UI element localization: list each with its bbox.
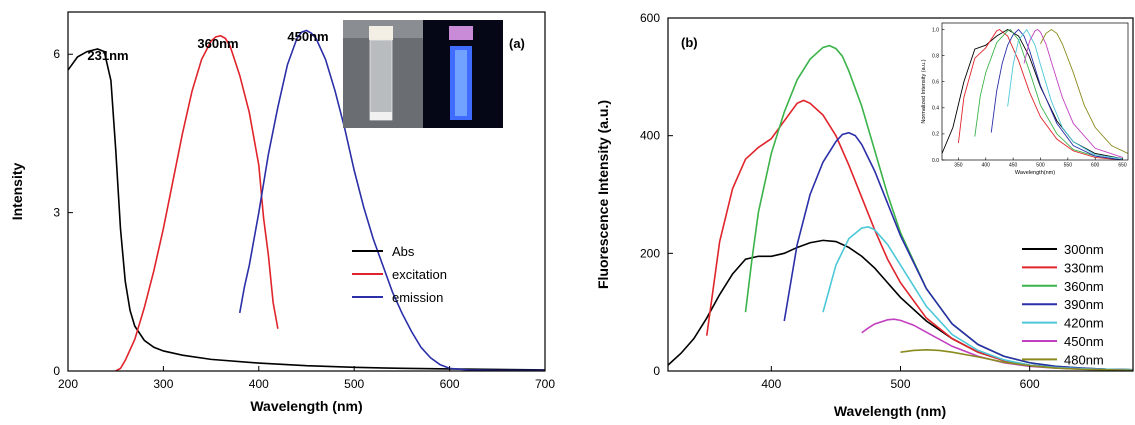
x-axis-title: Wavelength (nm)	[834, 403, 946, 419]
inset-y-tick-label: 0.4	[932, 106, 939, 112]
inset-y-tick-label: 0.2	[932, 132, 939, 138]
y-tick-label: 0	[653, 364, 660, 378]
peak-annotation: 360nm	[197, 36, 238, 51]
y-tick-label: 400	[640, 129, 660, 143]
legend-label: 360nm	[1064, 279, 1104, 294]
x-tick-label: 200	[58, 377, 78, 391]
inset-x-axis-title: Wavelength(nm)	[1015, 170, 1055, 176]
series-line-emission	[238, 29, 545, 371]
y-axis-title: Intensity	[9, 163, 25, 221]
legend-label: 300nm	[1064, 242, 1104, 257]
legend-label: 330nm	[1064, 260, 1104, 275]
legend-label: 480nm	[1064, 352, 1104, 367]
y-tick-label: 200	[640, 246, 660, 260]
legend-label: emission	[392, 290, 443, 305]
inset-x-tick-label: 650	[1118, 163, 1127, 169]
x-tick-label: 500	[890, 377, 910, 391]
x-tick-label: 600	[1020, 377, 1040, 391]
inset-series-line	[1040, 28, 1128, 154]
cuvette-cap-uv	[449, 26, 473, 40]
peak-annotation: 450nm	[287, 29, 328, 44]
inset-x-tick-label: 400	[982, 163, 991, 169]
y-axis-title: Fluorescence Intensity (a.u.)	[595, 100, 611, 289]
inset-x-tick-label: 450	[1009, 163, 1018, 169]
fluorescence-glow	[455, 50, 467, 116]
inset-series-line	[1007, 28, 1123, 160]
inset-chart: 350 400 450 500 550 600 650 0.0 0.2 0.4 0.6 0.8 1.0 W…	[916, 19, 1132, 180]
panel-label: (b)	[681, 35, 698, 50]
legend-label: 420nm	[1064, 316, 1104, 331]
cuvette-cap	[369, 26, 393, 40]
inset-x-tick-label: 550	[1064, 163, 1073, 169]
plot-frame	[67, 11, 546, 372]
inset-y-tick-label: 0.0	[932, 158, 939, 164]
inset-x-tick-label: 350	[954, 163, 963, 169]
chart-a: 200 300 400 500 600 700 0 3 6 Wavelength (nm) Inte…	[9, 11, 555, 414]
x-tick-label: 700	[535, 377, 555, 391]
y-tick-label: 3	[53, 206, 60, 220]
inset-x-tick-label: 600	[1091, 163, 1100, 169]
legend-label: excitation	[392, 267, 447, 282]
series-line-excitation	[115, 34, 279, 371]
y-tick-label: 0	[53, 364, 60, 378]
legend-label: 390nm	[1064, 297, 1104, 312]
x-tick-label: 400	[761, 377, 781, 391]
series-line-390nm	[783, 131, 1133, 371]
inset-y-axis-title: Normalized Intensity (a.u.)	[921, 59, 927, 123]
x-tick-label: 400	[249, 377, 269, 391]
x-tick-label: 500	[344, 377, 364, 391]
y-tick-label: 600	[640, 11, 660, 25]
series-line-480nm	[900, 349, 1133, 371]
x-tick-label: 600	[440, 377, 460, 391]
inset-y-tick-label: 1.0	[932, 27, 939, 33]
inset-series-line	[1023, 28, 1123, 158]
inset-y-tick-label: 0.6	[932, 80, 939, 86]
inset-y-tick-label: 0.8	[932, 53, 939, 59]
inset-x-tick-label: 500	[1036, 163, 1045, 169]
y-tick-label: 6	[53, 47, 60, 61]
cuvette-clear	[369, 39, 393, 121]
inset-series-line	[990, 28, 1123, 160]
legend-label: 450nm	[1064, 334, 1104, 349]
series-line-Abs	[68, 48, 545, 371]
inset-series-line	[957, 28, 1123, 160]
cuvette-base	[370, 112, 392, 120]
peak-annotation: 231nm	[87, 48, 128, 63]
panel-label: (a)	[509, 36, 525, 51]
chart-b: 400 500 600 0 200 400 600 Wavelength (nm) Fluore…	[595, 11, 1134, 419]
inset-frame	[941, 22, 1129, 161]
inset-photo	[343, 20, 503, 128]
x-axis-title: Wavelength (nm)	[250, 398, 362, 414]
legend-label: Abs	[392, 244, 415, 259]
x-tick-label: 300	[153, 377, 173, 391]
